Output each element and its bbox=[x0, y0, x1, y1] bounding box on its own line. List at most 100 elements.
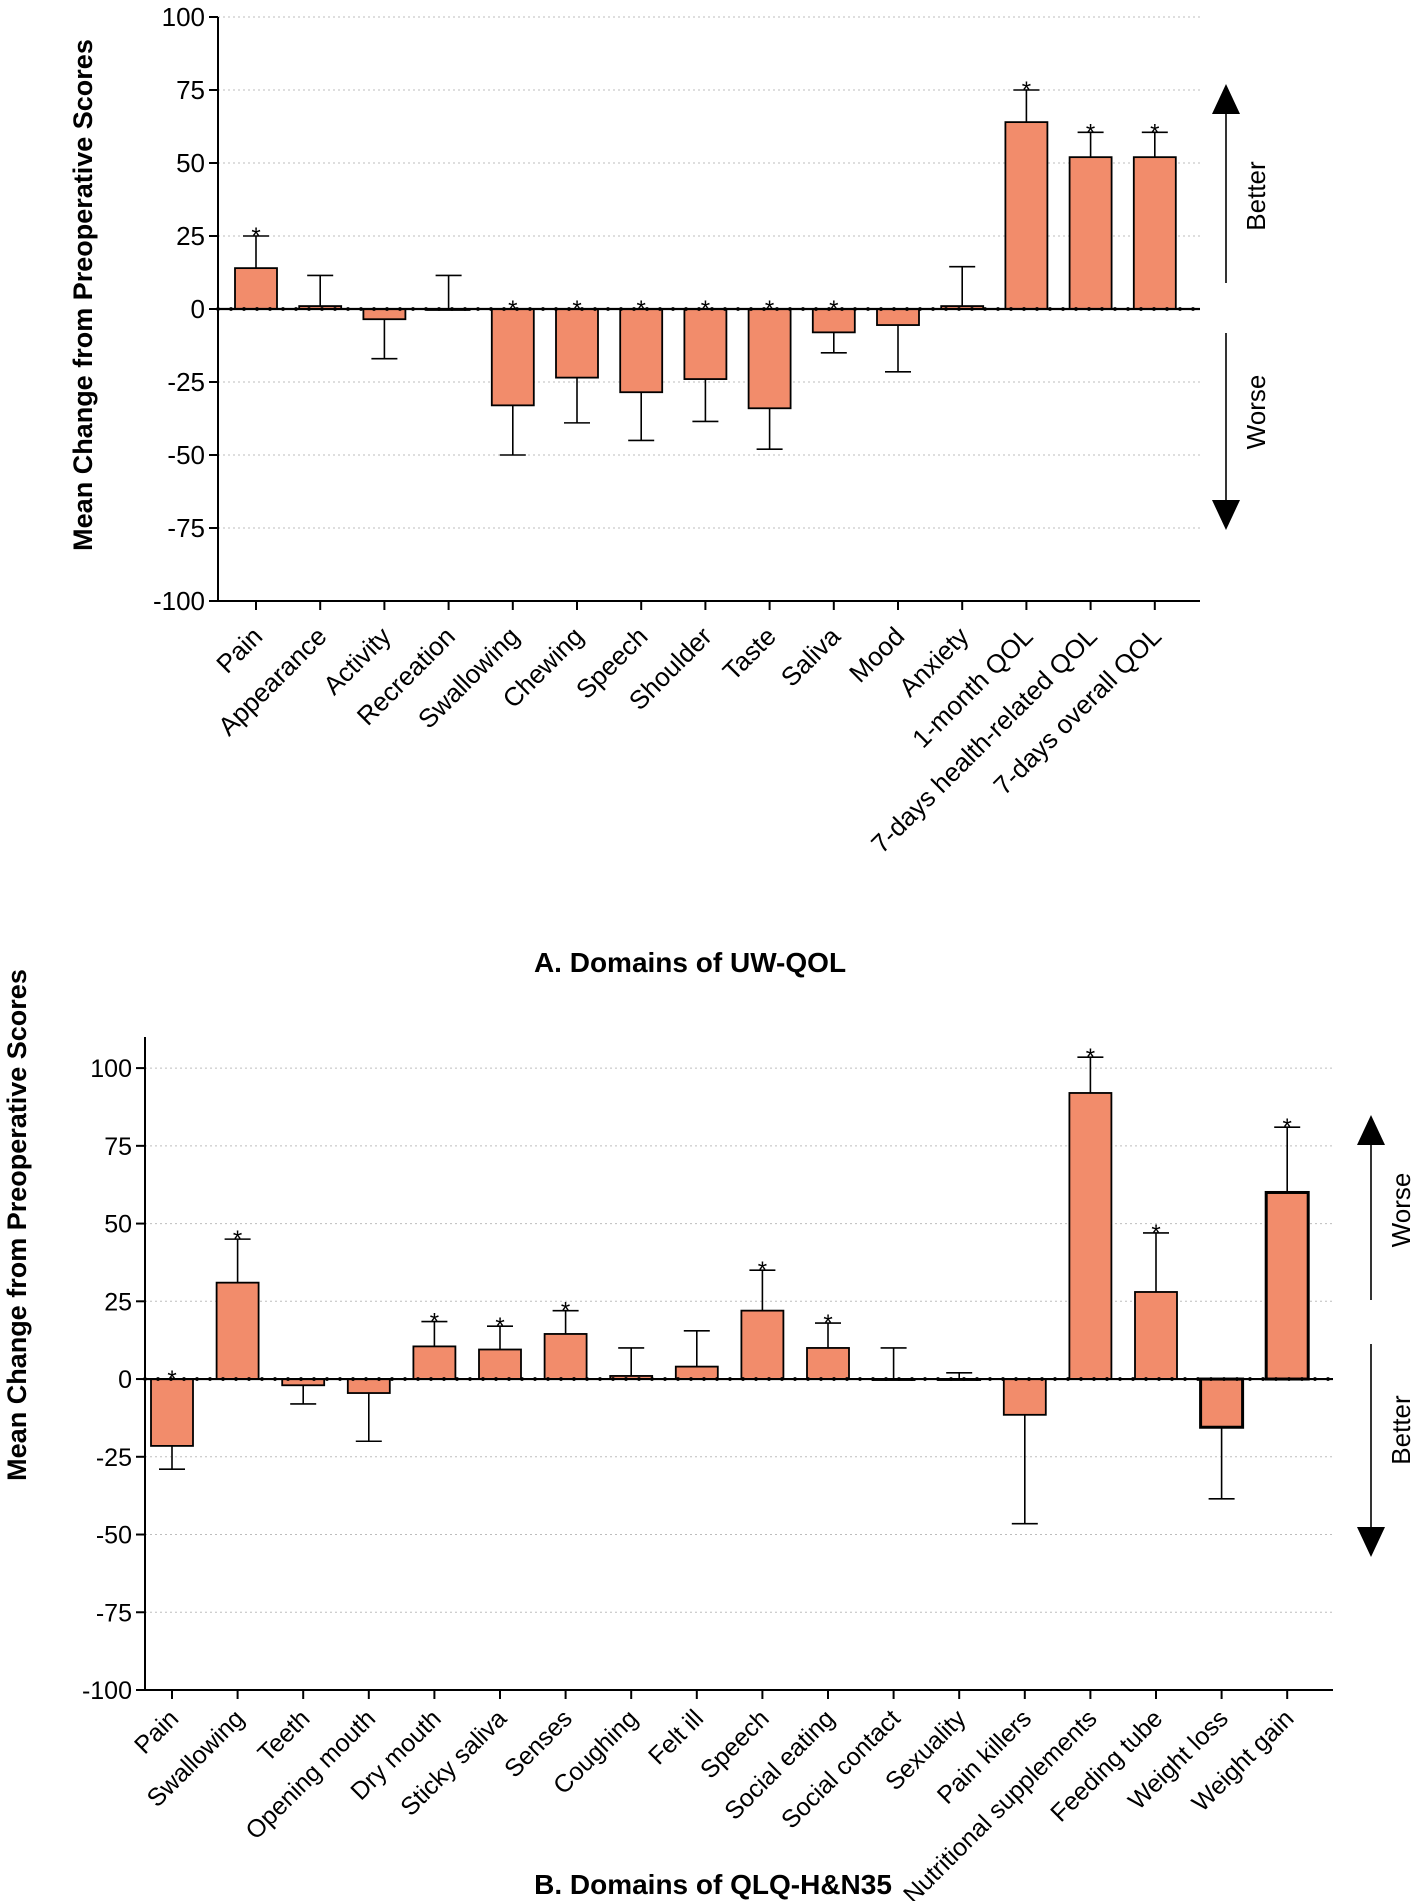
zero-line-dot bbox=[559, 1377, 563, 1381]
zero-line-dot bbox=[741, 1377, 745, 1381]
zero-line-dot bbox=[585, 1377, 589, 1381]
zero-line-dot bbox=[962, 1377, 966, 1381]
zero-line-dot bbox=[221, 1377, 225, 1381]
zero-line-dot bbox=[442, 1377, 446, 1381]
y-tick-label: 25 bbox=[176, 221, 205, 251]
zero-line-dot bbox=[403, 1377, 407, 1381]
zero-line-dot bbox=[1139, 307, 1143, 311]
zero-line-dot bbox=[988, 1377, 992, 1381]
zero-line-dot bbox=[502, 307, 506, 311]
zero-line-dot bbox=[1183, 1377, 1187, 1381]
zero-line-dot bbox=[957, 307, 961, 311]
arrow-down-icon bbox=[1212, 500, 1240, 530]
zero-line-dot bbox=[182, 1377, 186, 1381]
zero-line-dot bbox=[814, 307, 818, 311]
zero-line-dot bbox=[455, 1377, 459, 1381]
y-tick-label: 25 bbox=[104, 1288, 132, 1316]
zero-line-dot bbox=[645, 307, 649, 311]
direction-label-down: Worse bbox=[1241, 375, 1271, 450]
significance-marker: * bbox=[1086, 119, 1095, 146]
zero-line-dot bbox=[619, 307, 623, 311]
y-tick-label: -50 bbox=[96, 1522, 132, 1550]
zero-line-dot bbox=[775, 307, 779, 311]
direction-label-up: Worse bbox=[1386, 1173, 1416, 1248]
zero-line-dot bbox=[281, 307, 285, 311]
chart-panel-a: Mean Change from Preoperative Scores A. … bbox=[68, 2, 1271, 978]
bar bbox=[412, 1345, 457, 1380]
zero-line-dot bbox=[515, 307, 519, 311]
panel-caption: A. Domains of UW-QOL bbox=[534, 947, 846, 978]
bar bbox=[1002, 1378, 1047, 1416]
zero-line-dot bbox=[715, 1377, 719, 1381]
zero-line-dot bbox=[1027, 1377, 1031, 1381]
significance-marker: * bbox=[233, 1226, 242, 1253]
zero-line-dot bbox=[1105, 1377, 1109, 1381]
bar bbox=[1199, 1377, 1245, 1429]
zero-line-dot bbox=[1196, 1377, 1200, 1381]
zero-line-dot bbox=[1165, 307, 1169, 311]
zero-line-dot bbox=[351, 1377, 355, 1381]
zero-line-dot bbox=[286, 1377, 290, 1381]
zero-line-dot bbox=[624, 1377, 628, 1381]
zero-line-dot bbox=[312, 1377, 316, 1381]
zero-line-dot bbox=[1152, 307, 1156, 311]
zero-line-dot bbox=[468, 1377, 472, 1381]
zero-line-dot bbox=[944, 307, 948, 311]
zero-line-dot bbox=[1157, 1377, 1161, 1381]
zero-line-dot bbox=[195, 1377, 199, 1381]
significance-marker: * bbox=[495, 1313, 504, 1340]
zero-line-dot bbox=[143, 1377, 147, 1381]
significance-marker: * bbox=[251, 223, 260, 250]
arrow-up-icon bbox=[1357, 1115, 1385, 1145]
significance-marker: * bbox=[1022, 77, 1031, 104]
zero-line-dot bbox=[520, 1377, 524, 1381]
y-tick-label: 75 bbox=[176, 75, 205, 105]
zero-line-dot bbox=[268, 307, 272, 311]
y-tick-label: -75 bbox=[96, 1599, 132, 1627]
zero-line-dot bbox=[736, 307, 740, 311]
zero-line-dot bbox=[385, 307, 389, 311]
zero-line-dot bbox=[710, 307, 714, 311]
y-tick-label: 0 bbox=[191, 294, 205, 324]
zero-line-dot bbox=[1035, 307, 1039, 311]
y-tick-label: -100 bbox=[153, 586, 205, 616]
bar bbox=[876, 308, 920, 326]
bar bbox=[543, 1333, 588, 1380]
zero-line-dot bbox=[390, 1377, 394, 1381]
zero-line-dot bbox=[359, 307, 363, 311]
zero-line-dot bbox=[1061, 307, 1065, 311]
zero-line-dot bbox=[398, 307, 402, 311]
zero-line-dot bbox=[936, 1377, 940, 1381]
zero-line-dot bbox=[684, 307, 688, 311]
zero-line-dot bbox=[169, 1377, 173, 1381]
zero-line-dot bbox=[832, 1377, 836, 1381]
zero-line-dot bbox=[858, 1377, 862, 1381]
zero-line-dot bbox=[1022, 307, 1026, 311]
bar bbox=[740, 1309, 785, 1380]
zero-line-dot bbox=[333, 307, 337, 311]
zero-line-dot bbox=[762, 307, 766, 311]
zero-line-dot bbox=[1092, 1377, 1096, 1381]
bar bbox=[806, 1347, 850, 1380]
zero-line-dot bbox=[918, 307, 922, 311]
zero-line-dot bbox=[156, 1377, 160, 1381]
y-tick-label: -50 bbox=[167, 440, 205, 470]
zero-line-dot bbox=[606, 307, 610, 311]
zero-line-dot bbox=[489, 307, 493, 311]
zero-line-dot bbox=[1126, 307, 1130, 311]
bar bbox=[490, 308, 535, 407]
zero-line-dot bbox=[242, 307, 246, 311]
zero-line-dot bbox=[377, 1377, 381, 1381]
zero-line-dot bbox=[463, 307, 467, 311]
arrow-up-icon bbox=[1212, 84, 1240, 114]
bar bbox=[1068, 156, 1113, 310]
zero-line-dot bbox=[1178, 307, 1182, 311]
zero-line-dot bbox=[294, 307, 298, 311]
zero-line-dot bbox=[897, 1377, 901, 1381]
zero-line-dot bbox=[580, 307, 584, 311]
zero-line-dot bbox=[546, 1377, 550, 1381]
zero-line-dot bbox=[728, 1377, 732, 1381]
y-tick-label: -100 bbox=[82, 1677, 132, 1705]
zero-line-dot bbox=[853, 307, 857, 311]
zero-line-dot bbox=[650, 1377, 654, 1381]
